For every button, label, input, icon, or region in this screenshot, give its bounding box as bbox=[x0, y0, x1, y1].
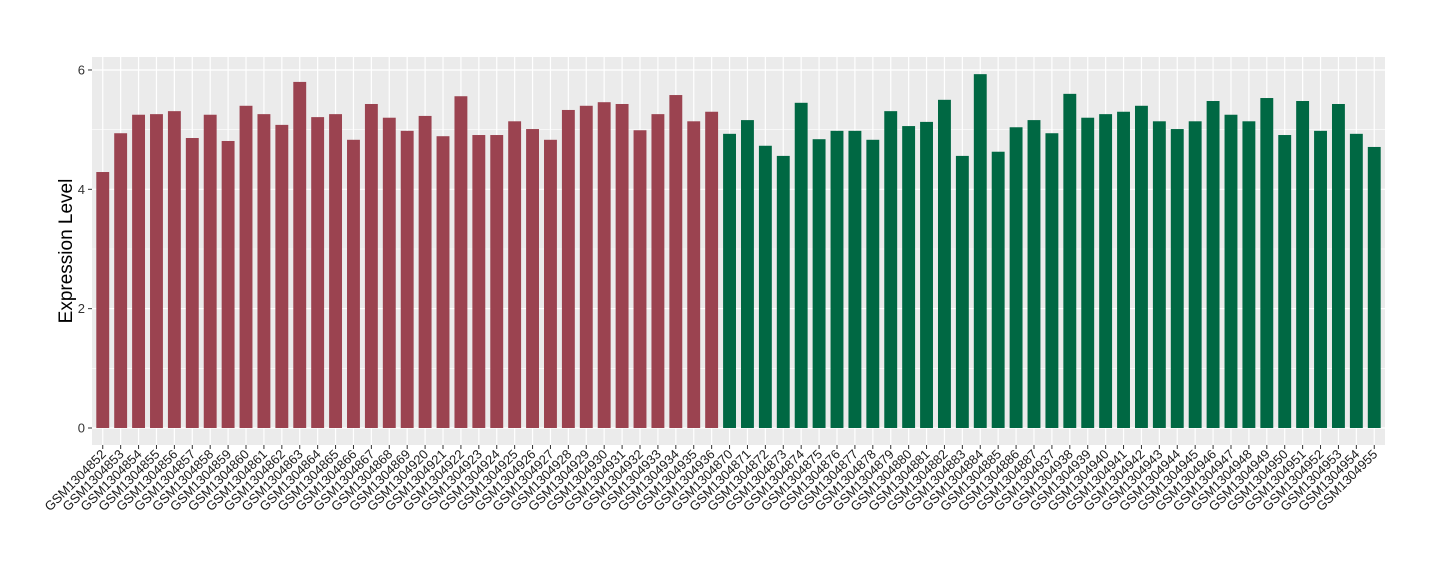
bar-GSM1304953 bbox=[1331, 103, 1345, 429]
bar-GSM1304948 bbox=[1242, 121, 1256, 428]
bar-GSM1304954 bbox=[1349, 133, 1363, 428]
bar-GSM1304859 bbox=[221, 140, 235, 428]
bar-GSM1304856 bbox=[167, 111, 181, 429]
bar-GSM1304946 bbox=[1206, 101, 1220, 429]
bar-GSM1304877 bbox=[848, 130, 862, 429]
y-tick-label: 6 bbox=[78, 62, 85, 77]
bar-GSM1304933 bbox=[651, 114, 665, 428]
bar-GSM1304878 bbox=[866, 139, 880, 429]
bar-GSM1304941 bbox=[1117, 111, 1130, 429]
bar-GSM1304868 bbox=[382, 117, 396, 428]
bar-GSM1304939 bbox=[1081, 117, 1095, 428]
bar-GSM1304862 bbox=[275, 124, 289, 428]
bar-GSM1304938 bbox=[1063, 93, 1077, 429]
bar-GSM1304884 bbox=[973, 74, 987, 429]
x-axis: GSM1304852GSM1304853GSM1304854GSM1304855… bbox=[42, 445, 1380, 514]
bar-GSM1304922 bbox=[454, 96, 468, 428]
y-tick-label: 2 bbox=[78, 301, 85, 316]
bar-GSM1304881 bbox=[920, 121, 933, 429]
bar-GSM1304920 bbox=[418, 115, 432, 428]
bar-GSM1304925 bbox=[508, 121, 522, 428]
bar-GSM1304876 bbox=[830, 130, 844, 429]
bar-GSM1304944 bbox=[1170, 129, 1184, 429]
bar-GSM1304936 bbox=[705, 111, 719, 429]
bar-GSM1304945 bbox=[1188, 121, 1202, 428]
bar-GSM1304929 bbox=[579, 105, 593, 429]
bar-GSM1304937 bbox=[1045, 133, 1059, 428]
bar-GSM1304930 bbox=[597, 102, 611, 429]
bar-GSM1304940 bbox=[1099, 114, 1113, 428]
bar-GSM1304853 bbox=[114, 133, 128, 428]
bar-GSM1304883 bbox=[955, 155, 969, 429]
bar-GSM1304867 bbox=[364, 103, 378, 429]
y-axis-label: Expression Level bbox=[56, 179, 77, 324]
bar-GSM1304882 bbox=[938, 99, 951, 428]
bar-GSM1304873 bbox=[776, 155, 790, 429]
bar-GSM1304860 bbox=[239, 105, 253, 429]
bar-GSM1304874 bbox=[794, 102, 808, 429]
bar-GSM1304858 bbox=[203, 114, 217, 429]
bar-GSM1304880 bbox=[902, 126, 916, 429]
bar-GSM1304955 bbox=[1367, 146, 1381, 429]
bar-GSM1304886 bbox=[1009, 127, 1023, 429]
bar-GSM1304864 bbox=[311, 117, 325, 429]
bar-GSM1304949 bbox=[1260, 98, 1274, 428]
bar-GSM1304934 bbox=[669, 95, 683, 429]
bar-GSM1304857 bbox=[185, 138, 199, 429]
bar-GSM1304855 bbox=[150, 114, 163, 428]
bar-GSM1304926 bbox=[526, 129, 539, 429]
bar-GSM1304879 bbox=[884, 111, 898, 429]
bar-GSM1304924 bbox=[490, 135, 504, 428]
bar-GSM1304923 bbox=[472, 135, 486, 428]
bar-GSM1304872 bbox=[758, 145, 772, 428]
bars bbox=[96, 74, 1381, 429]
bar-GSM1304935 bbox=[687, 121, 701, 428]
bar-GSM1304852 bbox=[96, 172, 110, 428]
bar-GSM1304865 bbox=[329, 114, 343, 428]
bar-GSM1304951 bbox=[1296, 101, 1310, 429]
y-tick-label: 0 bbox=[78, 421, 85, 436]
bar-GSM1304885 bbox=[991, 151, 1005, 428]
y-tick-label: 4 bbox=[78, 182, 85, 197]
y-axis: 0 2 4 6 bbox=[78, 62, 92, 436]
bar-GSM1304931 bbox=[615, 103, 629, 429]
bar-GSM1304887 bbox=[1027, 120, 1041, 429]
bar-GSM1304947 bbox=[1224, 114, 1238, 429]
bar-GSM1304863 bbox=[293, 81, 307, 428]
bar-GSM1304921 bbox=[436, 136, 450, 429]
bar-GSM1304942 bbox=[1134, 105, 1148, 429]
plot-panel bbox=[92, 57, 1385, 445]
bar-GSM1304866 bbox=[347, 139, 360, 429]
bar-GSM1304869 bbox=[400, 130, 414, 429]
bar-GSM1304875 bbox=[812, 139, 826, 428]
bar-GSM1304950 bbox=[1278, 135, 1292, 428]
bar-GSM1304854 bbox=[132, 114, 146, 429]
bar-GSM1304927 bbox=[544, 139, 557, 429]
bar-GSM1304952 bbox=[1314, 130, 1327, 429]
bar-GSM1304928 bbox=[561, 109, 575, 429]
bar-GSM1304943 bbox=[1152, 121, 1166, 428]
bar-GSM1304870 bbox=[723, 133, 736, 428]
bar-GSM1304861 bbox=[257, 114, 271, 428]
bar-GSM1304932 bbox=[633, 130, 647, 428]
bar-GSM1304871 bbox=[741, 120, 754, 429]
